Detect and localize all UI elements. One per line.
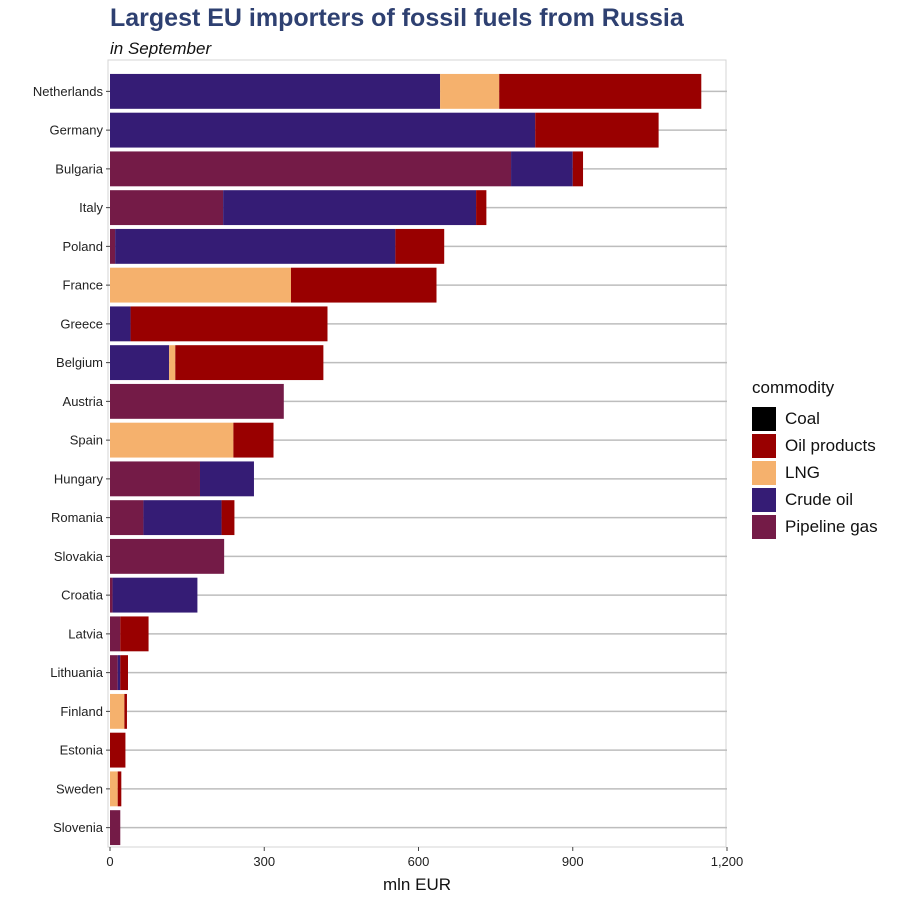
bar-croatia-pipeline-gas bbox=[110, 577, 113, 613]
legend: commodity Coal Oil products LNG Crude oil Pi… bbox=[752, 378, 878, 540]
bar-spain-lng bbox=[110, 422, 234, 458]
legend-swatch-lng bbox=[752, 460, 776, 485]
bar-poland-pipeline-gas bbox=[110, 228, 116, 264]
x-tick-label-600: 600 bbox=[408, 854, 430, 869]
y-tick-label-france: France bbox=[63, 278, 103, 293]
bar-estonia-oil-products bbox=[110, 732, 126, 768]
bar-greece-crude-oil bbox=[110, 306, 131, 342]
bar-finland-lng bbox=[110, 693, 125, 729]
legend-item-crude-oil: Crude oil bbox=[752, 486, 878, 513]
bar-bulgaria-pipeline-gas bbox=[110, 151, 512, 187]
bar-italy-crude-oil bbox=[223, 190, 477, 226]
bar-netherlands-crude-oil bbox=[110, 73, 441, 109]
bar-hungary-pipeline-gas bbox=[110, 461, 200, 497]
bar-sweden-oil-products bbox=[117, 771, 122, 807]
legend-item-lng: LNG bbox=[752, 459, 878, 486]
legend-swatch-pipeline-gas bbox=[752, 514, 776, 539]
y-tick-label-sweden: Sweden bbox=[56, 781, 103, 796]
y-tick-label-austria: Austria bbox=[63, 394, 104, 409]
bar-croatia-crude-oil bbox=[112, 577, 198, 613]
legend-label-pipeline-gas: Pipeline gas bbox=[785, 516, 878, 536]
bar-bulgaria-crude-oil bbox=[511, 151, 573, 187]
bar-lithuania-oil-products bbox=[120, 655, 128, 691]
bar-lithuania-crude-oil bbox=[117, 655, 121, 691]
y-tick-label-greece: Greece bbox=[60, 316, 103, 331]
x-tick-label-900: 900 bbox=[562, 854, 584, 869]
bar-belgium-crude-oil bbox=[110, 345, 170, 381]
bar-germany-oil-products bbox=[535, 112, 659, 148]
bar-greece-oil-products bbox=[130, 306, 328, 342]
bar-lithuania-pipeline-gas bbox=[110, 655, 118, 691]
x-tick-label-0: 0 bbox=[106, 854, 113, 869]
y-tick-label-italy: Italy bbox=[79, 200, 103, 215]
bar-netherlands-oil-products bbox=[499, 73, 702, 109]
y-tick-label-estonia: Estonia bbox=[60, 743, 104, 758]
legend-item-coal: Coal bbox=[752, 405, 878, 432]
y-tick-label-finland: Finland bbox=[60, 704, 103, 719]
legend-label-crude-oil: Crude oil bbox=[785, 489, 854, 509]
bar-slovenia-pipeline-gas bbox=[110, 810, 121, 846]
bar-slovakia-pipeline-gas bbox=[110, 538, 225, 574]
y-tick-label-lithuania: Lithuania bbox=[50, 665, 104, 680]
legend-item-pipeline-gas: Pipeline gas bbox=[752, 513, 878, 540]
legend-label-lng: LNG bbox=[785, 462, 820, 482]
x-tick-label-300: 300 bbox=[253, 854, 275, 869]
y-tick-label-slovakia: Slovakia bbox=[54, 549, 104, 564]
bar-bulgaria-oil-products bbox=[572, 151, 584, 187]
bar-france-lng bbox=[110, 267, 291, 303]
bar-italy-oil-products bbox=[476, 190, 487, 226]
bar-finland-oil-products bbox=[124, 693, 127, 729]
legend-swatch-coal bbox=[752, 406, 776, 431]
y-tick-label-romania: Romania bbox=[51, 510, 104, 525]
bar-latvia-pipeline-gas bbox=[110, 616, 121, 652]
y-tick-label-latvia: Latvia bbox=[68, 626, 103, 641]
y-axis-labels: Netherlands Germany Bulgaria Italy Poland Fra… bbox=[33, 84, 110, 835]
y-tick-label-slovenia: Slovenia bbox=[53, 820, 104, 835]
bar-romania-oil-products bbox=[221, 500, 235, 536]
y-tick-label-belgium: Belgium bbox=[56, 355, 103, 370]
bar-poland-crude-oil bbox=[115, 228, 396, 264]
y-tick-label-hungary: Hungary bbox=[54, 471, 104, 486]
bar-hungary-crude-oil bbox=[199, 461, 254, 497]
y-tick-label-bulgaria: Bulgaria bbox=[55, 161, 103, 176]
legend-item-oil-products: Oil products bbox=[752, 432, 878, 459]
bar-netherlands-lng bbox=[440, 73, 500, 109]
y-tick-label-germany: Germany bbox=[50, 123, 104, 138]
legend-swatch-oil-products bbox=[752, 433, 776, 458]
bar-sweden-lng bbox=[110, 771, 118, 807]
legend-label-coal: Coal bbox=[785, 408, 820, 428]
bar-germany-crude-oil bbox=[110, 112, 536, 148]
legend-label-oil-products: Oil products bbox=[785, 435, 876, 455]
chart-subtitle: in September bbox=[110, 39, 212, 58]
chart-title: Largest EU importers of fossil fuels fro… bbox=[110, 4, 684, 32]
bar-poland-oil-products bbox=[395, 228, 445, 264]
bar-belgium-lng bbox=[169, 345, 176, 381]
x-tick-label-1200: 1,200 bbox=[711, 854, 744, 869]
legend-swatch-crude-oil bbox=[752, 487, 776, 512]
bars bbox=[110, 73, 702, 846]
bar-latvia-oil-products bbox=[120, 616, 149, 652]
bar-romania-pipeline-gas bbox=[110, 500, 144, 536]
y-tick-label-spain: Spain bbox=[70, 433, 103, 448]
y-tick-label-netherlands: Netherlands bbox=[33, 84, 104, 99]
y-tick-label-poland: Poland bbox=[63, 239, 103, 254]
x-axis-labels: 0 300 600 900 1,200 bbox=[106, 847, 743, 869]
bar-italy-pipeline-gas bbox=[110, 190, 224, 226]
plot-panel bbox=[107, 59, 727, 848]
bar-belgium-oil-products bbox=[175, 345, 324, 381]
bar-romania-crude-oil bbox=[143, 500, 222, 536]
x-axis-title: mln EUR bbox=[383, 875, 451, 894]
bar-france-oil-products bbox=[290, 267, 437, 303]
legend-title: commodity bbox=[752, 378, 835, 397]
bar-spain-oil-products bbox=[233, 422, 274, 458]
y-tick-label-croatia: Croatia bbox=[61, 588, 104, 603]
bar-austria-pipeline-gas bbox=[110, 383, 284, 419]
